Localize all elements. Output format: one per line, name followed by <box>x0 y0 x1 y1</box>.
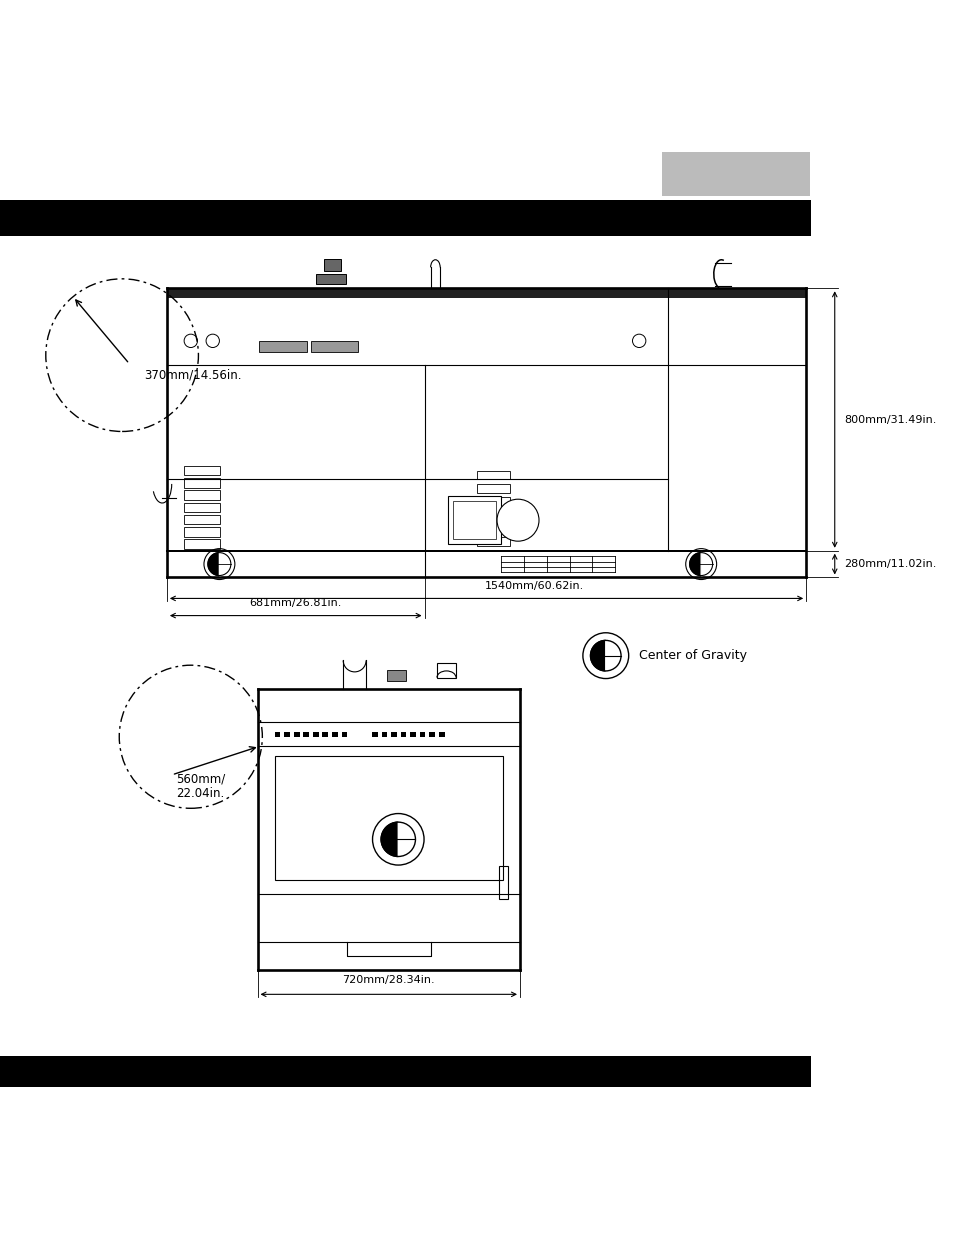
Bar <box>258 341 306 352</box>
Text: Center of Gravity: Center of Gravity <box>639 650 746 662</box>
Bar <box>332 732 337 737</box>
Bar <box>294 732 299 737</box>
Bar <box>400 732 406 737</box>
Bar <box>476 498 510 506</box>
Bar <box>184 478 220 488</box>
Bar <box>419 732 425 737</box>
Bar <box>323 259 340 272</box>
Text: 560mm/
22.04in.: 560mm/ 22.04in. <box>176 772 226 800</box>
Bar <box>448 496 500 545</box>
Bar <box>315 274 346 284</box>
Polygon shape <box>398 823 415 857</box>
Polygon shape <box>689 552 700 576</box>
Text: 280mm/11.02in.: 280mm/11.02in. <box>843 559 936 569</box>
Bar <box>184 527 220 536</box>
Bar <box>372 732 377 737</box>
Bar <box>387 669 406 682</box>
Bar <box>167 288 805 298</box>
Polygon shape <box>700 552 712 576</box>
Bar <box>311 341 358 352</box>
Bar <box>410 732 416 737</box>
Bar <box>274 732 280 737</box>
Bar <box>303 732 309 737</box>
Bar <box>313 732 318 737</box>
Text: 370mm/14.56in.: 370mm/14.56in. <box>144 369 241 382</box>
Bar <box>476 510 510 519</box>
Bar <box>184 466 220 475</box>
Bar <box>284 732 290 737</box>
Text: 720mm/28.34in.: 720mm/28.34in. <box>342 974 435 984</box>
Text: 681mm/26.81in.: 681mm/26.81in. <box>250 598 341 608</box>
Bar <box>341 732 347 737</box>
Bar <box>391 732 396 737</box>
Bar <box>438 732 444 737</box>
Bar <box>476 537 510 546</box>
Bar <box>322 732 328 737</box>
Bar <box>453 501 496 540</box>
Bar <box>184 515 220 525</box>
Text: 800mm/31.49in.: 800mm/31.49in. <box>843 415 936 425</box>
Bar <box>184 503 220 513</box>
Polygon shape <box>381 823 398 857</box>
Bar <box>476 471 510 479</box>
Bar <box>498 866 508 899</box>
Polygon shape <box>219 552 231 576</box>
Bar <box>274 756 502 879</box>
Polygon shape <box>208 552 219 576</box>
Bar <box>661 152 809 196</box>
Text: 1540mm/60.62in.: 1540mm/60.62in. <box>484 580 583 590</box>
Polygon shape <box>605 641 620 671</box>
Circle shape <box>497 499 538 541</box>
Polygon shape <box>590 641 605 671</box>
Bar <box>0 200 810 236</box>
Bar <box>476 484 510 493</box>
Bar <box>184 490 220 500</box>
Bar <box>436 663 456 678</box>
Bar <box>0 1056 810 1087</box>
Bar <box>476 524 510 532</box>
Bar <box>184 540 220 548</box>
Bar <box>429 732 435 737</box>
Bar <box>381 732 387 737</box>
